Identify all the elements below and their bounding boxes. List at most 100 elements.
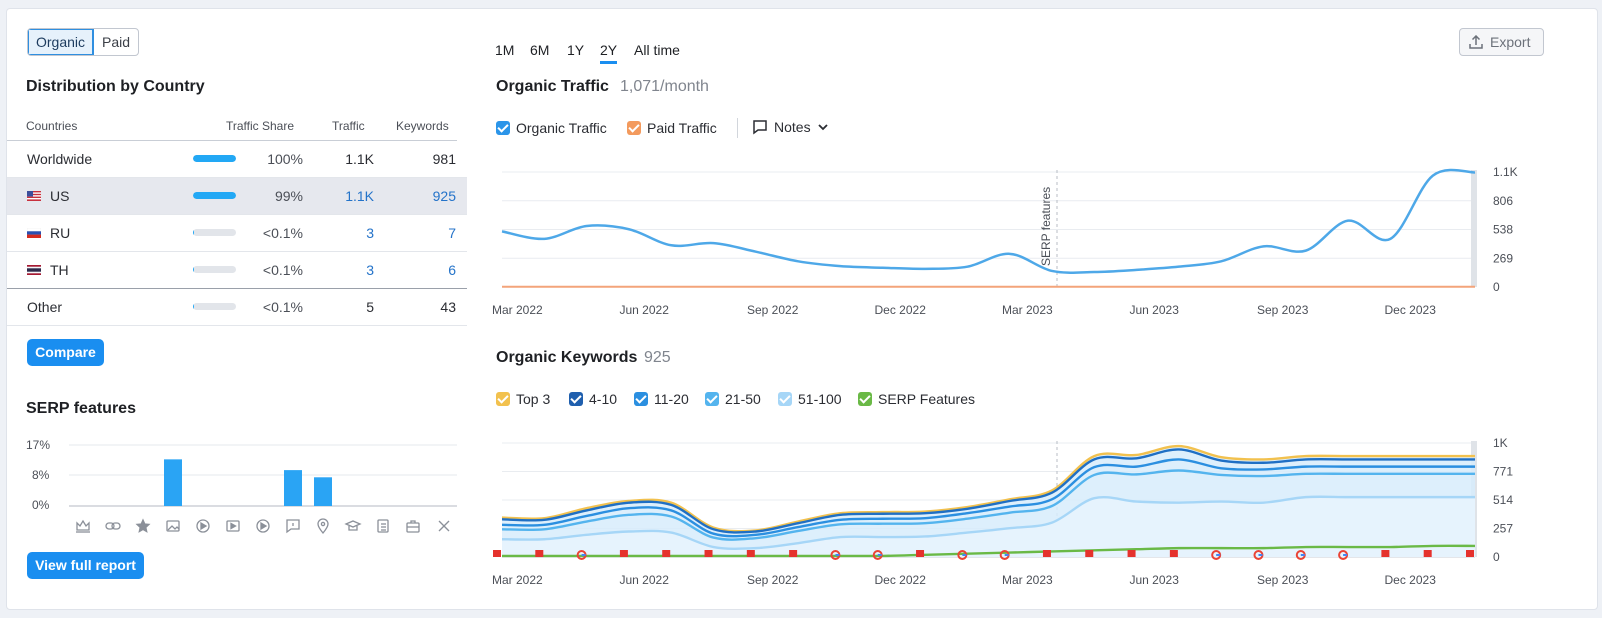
- paid-tab[interactable]: Paid: [102, 34, 131, 50]
- legend-11-20[interactable]: 11-20: [634, 391, 689, 407]
- period-all-time[interactable]: All time: [634, 42, 680, 58]
- graduation-cap-icon[interactable]: [344, 520, 362, 531]
- table-row-us[interactable]: US 99% 1.1K 925: [7, 178, 467, 215]
- organic-research-card: Organic Paid Distribution by Country Cou…: [6, 8, 1598, 610]
- organic-tab[interactable]: Organic: [28, 29, 95, 55]
- link-icon[interactable]: [105, 522, 121, 530]
- checkbox-icon: [627, 121, 641, 135]
- view-full-report-button[interactable]: View full report: [27, 552, 144, 579]
- table-row-th[interactable]: TH <0.1% 3 6: [7, 252, 467, 289]
- google-update-icon[interactable]: [957, 550, 968, 560]
- flag-marker-icon[interactable]: [1423, 550, 1432, 557]
- y-tick-label: 514: [1493, 493, 1513, 507]
- legend-serp-features[interactable]: SERP Features: [858, 391, 975, 407]
- legend-top-3[interactable]: Top 3: [496, 391, 550, 407]
- flag-marker-icon[interactable]: [1381, 550, 1390, 557]
- document-icon[interactable]: [377, 519, 389, 533]
- us-flag-icon: [27, 191, 41, 201]
- google-update-icon[interactable]: [1295, 550, 1306, 560]
- legend-51-100[interactable]: 51-100: [778, 391, 842, 407]
- serp-features-title: SERP features: [26, 400, 136, 417]
- traffic-value[interactable]: 3: [366, 225, 374, 241]
- share-value: <0.1%: [262, 262, 303, 278]
- period-2y[interactable]: 2Y: [600, 42, 618, 64]
- x-tick-label: Dec 2023: [1385, 303, 1437, 317]
- share-bar: [193, 155, 236, 162]
- google-update-icon[interactable]: [999, 550, 1010, 560]
- distribution-title: Distribution by Country: [26, 78, 205, 95]
- keywords-value[interactable]: 925: [432, 188, 456, 204]
- col-keywords[interactable]: Keywords: [396, 119, 449, 133]
- table-row-ru[interactable]: RU <0.1% 3 7: [7, 215, 467, 252]
- google-update-icon[interactable]: [1253, 550, 1264, 560]
- chevron-down-icon: [817, 124, 828, 131]
- flag-marker-icon[interactable]: [1127, 550, 1136, 557]
- y-tick-label: 257: [1493, 522, 1513, 536]
- video-icon[interactable]: [226, 520, 240, 532]
- share-bar: [193, 192, 236, 199]
- x-tick-label: Mar 2023: [1002, 573, 1053, 587]
- keywords-value[interactable]: 7: [448, 225, 456, 241]
- serp-bar[interactable]: [164, 459, 182, 506]
- period-1m[interactable]: 1M: [495, 42, 515, 58]
- x-logo-icon[interactable]: [438, 520, 450, 532]
- notes-dropdown[interactable]: Notes: [752, 119, 829, 135]
- flag-marker-icon[interactable]: [1169, 550, 1178, 557]
- keywords-value[interactable]: 6: [448, 262, 456, 278]
- pin-icon[interactable]: [317, 518, 329, 535]
- flag-marker-icon[interactable]: [535, 550, 544, 557]
- y-tick-label: 0: [1493, 550, 1500, 564]
- image-icon[interactable]: [166, 520, 180, 532]
- briefcase-icon[interactable]: [406, 520, 420, 533]
- country-name: Worldwide: [27, 151, 93, 167]
- export-label: Export: [1490, 34, 1531, 50]
- organic-keywords-chart[interactable]: 1K 771 514 257 0 Mar 2022 Jun 2022 Sep 2022 Dec …: [477, 424, 1587, 594]
- col-traffic-share[interactable]: Traffic Share: [226, 119, 295, 133]
- legend-paid-traffic[interactable]: Paid Traffic: [627, 120, 717, 136]
- period-6m[interactable]: 6M: [530, 42, 550, 58]
- flag-marker-icon[interactable]: [1085, 550, 1094, 557]
- organic-keywords-title: Organic Keywords: [496, 349, 638, 366]
- google-update-icon[interactable]: [576, 550, 587, 560]
- organic-traffic-chart[interactable]: 1.1K 806 538 269 0 Mar 2022 Jun 2022 Sep 2022 De…: [477, 154, 1587, 324]
- country-name: US: [50, 188, 70, 204]
- flag-marker-icon[interactable]: [704, 550, 713, 557]
- traffic-value[interactable]: 1.1K: [345, 188, 374, 204]
- play-circle-icon[interactable]: [256, 519, 270, 533]
- star-icon[interactable]: [135, 518, 151, 533]
- period-1y[interactable]: 1Y: [567, 42, 585, 58]
- share-value: 99%: [274, 188, 303, 204]
- col-traffic[interactable]: Traffic: [332, 119, 365, 133]
- flag-marker-icon[interactable]: [493, 550, 501, 557]
- export-button[interactable]: Export: [1459, 28, 1544, 56]
- serp-bar[interactable]: [284, 470, 302, 506]
- compare-button[interactable]: Compare: [27, 339, 104, 366]
- google-update-icon[interactable]: [1211, 550, 1222, 560]
- comment-icon[interactable]: [286, 519, 300, 534]
- google-update-icon[interactable]: [830, 550, 841, 560]
- table-row-worldwide[interactable]: Worldwide 100% 1.1K 981: [7, 141, 467, 178]
- play-icon[interactable]: [196, 519, 210, 533]
- share-value: 100%: [267, 151, 303, 167]
- country-name: TH: [50, 262, 69, 278]
- flag-marker-icon[interactable]: [916, 550, 925, 557]
- flag-marker-icon[interactable]: [619, 550, 628, 557]
- flag-marker-icon[interactable]: [746, 550, 755, 557]
- legend-organic-traffic[interactable]: Organic Traffic: [496, 120, 607, 136]
- legend-21-50[interactable]: 21-50: [705, 391, 761, 407]
- x-tick-label: Jun 2022: [620, 303, 670, 317]
- flag-marker-icon[interactable]: [1466, 550, 1474, 557]
- google-update-icon[interactable]: [1338, 550, 1349, 560]
- traffic-value[interactable]: 3: [366, 262, 374, 278]
- table-row-other: Other <0.1% 5 43: [7, 289, 467, 326]
- crown-icon[interactable]: [76, 519, 90, 533]
- flag-marker-icon[interactable]: [1042, 550, 1051, 557]
- flag-marker-icon[interactable]: [662, 550, 671, 557]
- x-tick-label: Mar 2023: [1002, 303, 1053, 317]
- flag-marker-icon[interactable]: [789, 550, 798, 557]
- x-tick-label: Sep 2022: [747, 303, 799, 317]
- google-update-icon[interactable]: [872, 550, 883, 560]
- legend-4-10[interactable]: 4-10: [569, 391, 617, 407]
- organic-traffic-value: 1,071/month: [620, 78, 709, 95]
- serp-bar[interactable]: [314, 477, 332, 506]
